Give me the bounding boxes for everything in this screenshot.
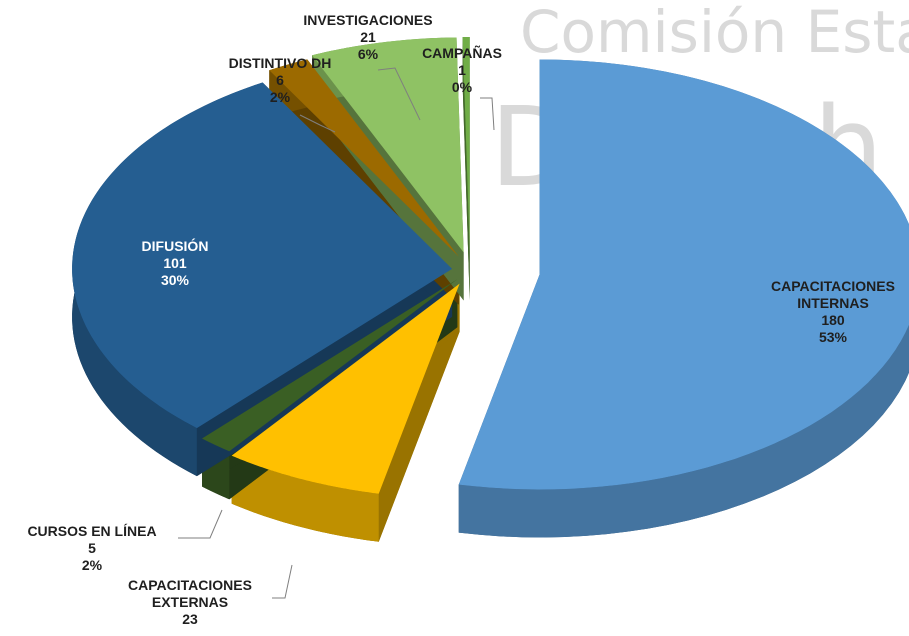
leader-line [272, 565, 292, 598]
watermark: Comisión Esta [520, 0, 909, 66]
percent-label: 2% [205, 89, 355, 106]
percent-label: 53% [758, 329, 908, 346]
value-label: 1 [412, 62, 512, 79]
value-label: 180 [758, 312, 908, 329]
value-label: 21 [288, 29, 448, 46]
percent-label: 0% [412, 79, 512, 96]
percent-label: 2% [0, 557, 192, 574]
category-label: DIFUSIÓN [100, 238, 250, 255]
page: Comisión Esta Derech CAPACITACIONES INTE… [0, 0, 909, 636]
value-label: 101 [100, 255, 250, 272]
value-label: 6 [205, 72, 355, 89]
value-label: 5 [0, 540, 192, 557]
percent-label: 30% [100, 272, 250, 289]
value-label: 23 [115, 611, 265, 628]
category-label: CAPACITACIONES EXTERNAS [115, 577, 265, 611]
category-label: CAPACITACIONES INTERNAS [758, 278, 908, 312]
category-label: INVESTIGACIONES [288, 12, 448, 29]
category-label: CURSOS EN LÍNEA [0, 523, 192, 540]
category-label: CAMPAÑAS [412, 45, 512, 62]
